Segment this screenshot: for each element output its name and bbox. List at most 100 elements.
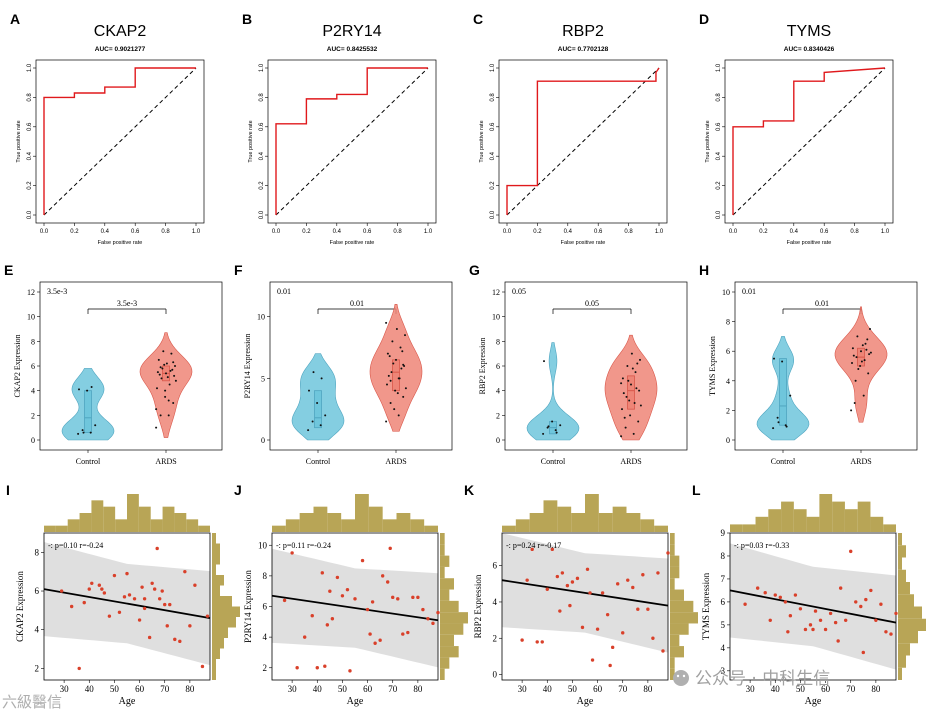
data-point xyxy=(157,597,162,601)
control-point xyxy=(94,424,97,427)
x-tick-label: 0.0 xyxy=(503,229,512,235)
ards-point xyxy=(391,340,394,343)
ards-point xyxy=(156,371,159,374)
right-histogram-bar xyxy=(898,631,918,644)
ards-point xyxy=(164,395,167,398)
ards-point xyxy=(855,356,858,359)
top-histogram-bar xyxy=(793,509,807,532)
ards-point xyxy=(387,374,390,377)
x-axis-label: False positive rate xyxy=(561,240,606,246)
x-tick-label: 0.8 xyxy=(393,229,402,235)
y-tick-label: 0.2 xyxy=(259,181,265,190)
top-histogram-bar xyxy=(272,525,286,532)
ards-point xyxy=(401,350,404,353)
right-histogram-bar xyxy=(898,569,906,582)
right-histogram-bar xyxy=(670,555,680,567)
top-histogram-bar xyxy=(382,519,397,532)
data-point xyxy=(608,663,612,668)
ards-point xyxy=(860,350,862,353)
right-histogram-bar xyxy=(440,544,445,556)
y-tick-label: 0.4 xyxy=(490,151,496,160)
ards-point xyxy=(861,344,864,347)
data-point xyxy=(813,609,818,613)
data-point xyxy=(112,573,117,578)
right-histogram-bar xyxy=(440,668,445,680)
control-point xyxy=(316,402,319,404)
data-point xyxy=(520,638,524,642)
diagonal-line xyxy=(43,67,197,216)
right-histogram-bar xyxy=(898,618,926,631)
x-tick-label: 0.4 xyxy=(790,229,799,235)
y-axis-label: RBP2 Expression xyxy=(473,574,483,638)
auc-label: AUC= 0.7702128 xyxy=(558,46,609,53)
ards-point xyxy=(867,372,870,375)
x-tick-label: 0.2 xyxy=(302,229,311,235)
ards-point xyxy=(402,363,405,366)
data-point xyxy=(122,595,127,599)
data-point xyxy=(163,602,167,607)
data-point xyxy=(160,589,164,593)
top-histogram-bar xyxy=(730,524,743,532)
y-axis-label: True positive rate xyxy=(248,120,254,162)
data-point xyxy=(205,614,210,618)
data-point xyxy=(550,547,555,552)
watermark-right: 公众号 · 中科生信 xyxy=(695,669,830,689)
data-point xyxy=(401,632,405,636)
y-tick-label: 0.8 xyxy=(490,93,496,102)
data-point xyxy=(535,640,539,644)
top-histogram-bar xyxy=(543,500,558,532)
data-point xyxy=(755,586,760,590)
y-tick-label: 0.0 xyxy=(490,210,496,219)
data-point xyxy=(82,600,86,605)
ards-point xyxy=(174,379,177,382)
control-point xyxy=(776,416,779,419)
top-histogram-bar xyxy=(870,516,884,532)
watermark-left: 六級醫信 xyxy=(2,693,62,711)
right-histogram-bar xyxy=(670,578,675,590)
y-tick-label: 8 xyxy=(31,337,35,346)
ards-point xyxy=(637,420,640,423)
top-histogram-bar xyxy=(844,509,858,532)
ards-point xyxy=(171,368,174,371)
ards-point xyxy=(853,402,856,404)
y-tick-label: 0.8 xyxy=(716,93,722,102)
top-histogram-bar xyxy=(502,525,516,532)
y-tick-label: 5 xyxy=(261,374,265,383)
top-histogram-bar xyxy=(832,501,845,532)
y-tick-label: 0.0 xyxy=(27,210,33,219)
x-tick-label: 40 xyxy=(771,684,781,694)
control-point xyxy=(86,389,89,392)
ards-point xyxy=(869,351,872,354)
data-point xyxy=(325,623,330,627)
right-histogram-bar xyxy=(212,543,220,554)
y-tick-label: 12 xyxy=(27,288,35,297)
x-tick-label: 1.0 xyxy=(192,229,201,235)
x-axis-label: Age xyxy=(805,696,822,707)
ards-box xyxy=(627,375,635,410)
ards-point xyxy=(393,408,396,411)
x-tick-label: 0.2 xyxy=(533,229,542,235)
ards-point xyxy=(636,362,639,365)
x-tick-label: 80 xyxy=(643,684,653,694)
panel-letter: F xyxy=(234,262,243,278)
data-point xyxy=(656,571,660,575)
ards-point xyxy=(620,435,623,438)
right-histogram-bar xyxy=(898,582,910,595)
data-point xyxy=(150,581,154,585)
ards-point xyxy=(635,387,638,390)
right-histogram-bar xyxy=(212,606,240,617)
y-tick-label: 2 xyxy=(263,663,268,673)
control-point xyxy=(559,424,562,427)
ards-point xyxy=(386,352,389,355)
roc-frame xyxy=(267,59,437,224)
top-histogram-bar xyxy=(174,513,187,532)
y-tick-label: 4 xyxy=(31,387,35,396)
x-tick-label: 50 xyxy=(110,684,120,694)
x-tick-label: 30 xyxy=(746,684,756,694)
data-point xyxy=(631,585,635,590)
data-point xyxy=(570,580,575,584)
ards-point xyxy=(385,321,388,324)
scatter-frame xyxy=(501,532,669,681)
control-point xyxy=(543,360,545,363)
